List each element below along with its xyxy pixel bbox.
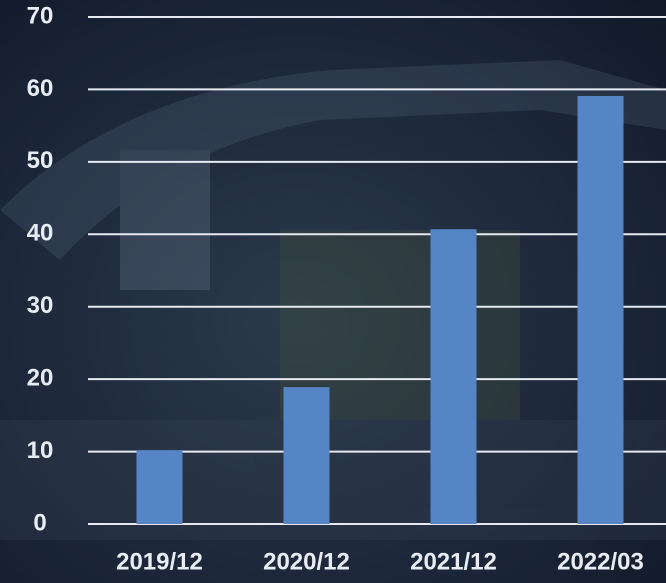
y-tick-label: 0 xyxy=(33,509,46,536)
y-tick-label: 20 xyxy=(27,364,54,391)
chart: 0 10 20 30 40 50 60 70 2019/12 2020/12 2021/12 2022… xyxy=(0,0,666,583)
bar xyxy=(431,229,477,524)
bar xyxy=(578,96,624,524)
y-tick-label: 60 xyxy=(27,75,54,102)
x-tick-label: 2021/12 xyxy=(410,548,497,575)
y-tick-label: 30 xyxy=(27,292,54,319)
x-tick-label: 2020/12 xyxy=(263,548,350,575)
x-tick-label: 2019/12 xyxy=(116,548,203,575)
y-tick-label: 70 xyxy=(27,2,54,29)
bar xyxy=(284,387,330,524)
x-tick-label: 2022/03 xyxy=(557,548,644,575)
bar xyxy=(137,450,183,524)
y-tick-label: 50 xyxy=(27,147,54,174)
y-tick-label: 10 xyxy=(27,437,54,464)
y-tick-label: 40 xyxy=(27,220,54,247)
